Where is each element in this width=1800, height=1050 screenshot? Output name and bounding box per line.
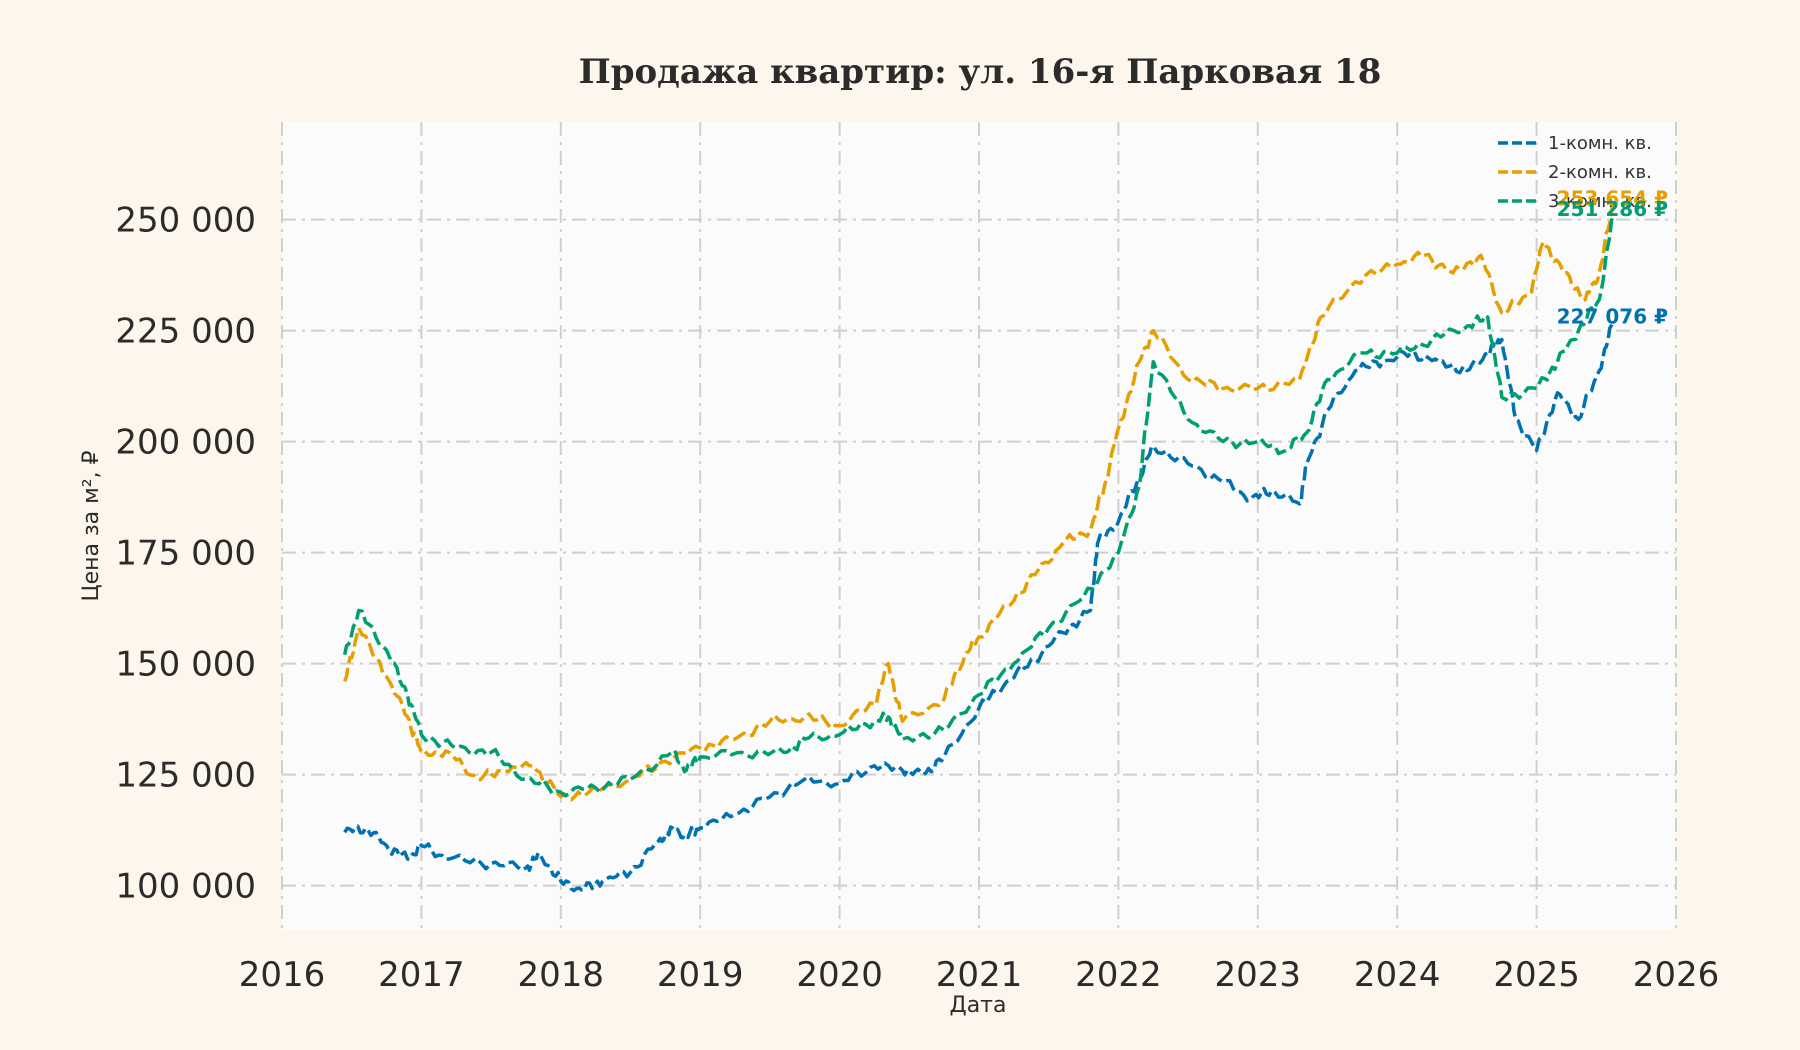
y-tick-label: 225 000	[115, 312, 256, 352]
x-tick-label: 2020	[796, 955, 883, 995]
chart-title: Продажа квартир: ул. 16-я Парковая 18	[579, 52, 1382, 92]
end-value-label: 251 286 ₽	[1557, 197, 1668, 221]
legend-label: 1-комн. кв.	[1548, 133, 1652, 154]
y-tick-label: 100 000	[115, 867, 256, 907]
y-tick-label: 150 000	[115, 645, 256, 685]
x-tick-label: 2017	[378, 955, 465, 995]
x-axis-label: Дата	[950, 993, 1007, 1018]
end-labels: 227 076 ₽ 253 654 ₽251 286 ₽	[1557, 186, 1668, 328]
end-value-label: 227 076 ₽	[1557, 304, 1668, 328]
x-tick-label: 2024	[1354, 955, 1441, 995]
x-tick-label: 2021	[936, 955, 1023, 995]
x-ticks: 2016 2017 2018 2019 2020 2021 2022 2023 2024 2025…	[239, 955, 1720, 995]
x-tick-label: 2022	[1075, 955, 1162, 995]
x-tick-label: 2019	[657, 955, 744, 995]
y-tick-label: 200 000	[115, 423, 256, 463]
x-tick-label: 2018	[518, 955, 605, 995]
x-tick-label: 2026	[1633, 955, 1720, 995]
series-layer	[342, 202, 1615, 893]
x-tick-label: 2023	[1215, 955, 1302, 995]
y-tick-label: 175 000	[115, 534, 256, 574]
y-tick-label: 125 000	[115, 756, 256, 796]
x-tick-label: 2025	[1493, 955, 1580, 995]
end-value-label: 253 654 ₽	[1557, 186, 1668, 210]
series-line-1	[343, 320, 1615, 893]
y-axis-label: Цена за м², ₽	[79, 450, 104, 601]
legend: 1-комн. кв. 2-комн. кв. 3-комн. кв.	[1498, 133, 1652, 212]
y-tick-label: 250 000	[115, 201, 256, 241]
y-ticks: 100 000 125 000 150 000 175 000 200 000 225 0…	[115, 201, 256, 907]
x-tick-label: 2016	[239, 955, 326, 995]
legend-label: 2-комн. кв.	[1548, 162, 1652, 183]
legend-label: 3-комн. кв.	[1548, 191, 1652, 212]
grid	[281, 122, 1677, 930]
series-line-3	[342, 213, 1615, 798]
series-line-2	[343, 202, 1615, 802]
